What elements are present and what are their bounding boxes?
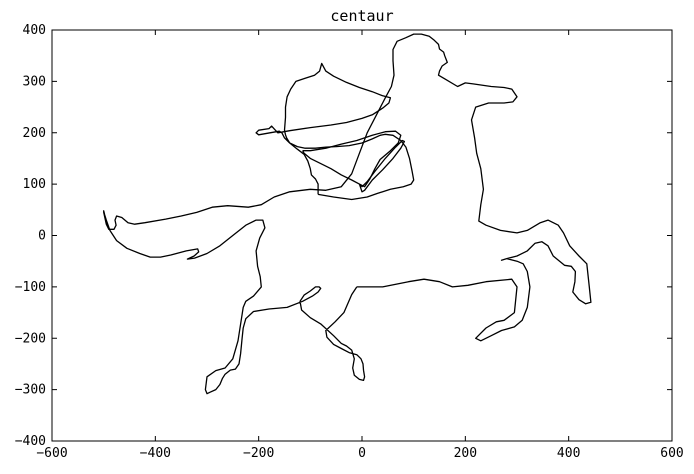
x-tick-label: 0 (358, 446, 366, 461)
outline-path-2 (255, 62, 415, 201)
x-tick-label: −400 (140, 446, 171, 461)
outline-path-3 (302, 130, 402, 188)
x-tick-label: 400 (557, 446, 580, 461)
chart-title: centaur (330, 7, 393, 25)
x-tick-label: 600 (660, 446, 683, 461)
y-axis: −400 −300 −200 −100 0 100 200 300 400 (15, 23, 672, 449)
x-tick-label: 200 (454, 446, 477, 461)
y-tick-label: −400 (15, 434, 46, 449)
y-tick-label: 200 (23, 126, 46, 141)
x-tick-label: −200 (243, 446, 274, 461)
y-tick-label: −200 (15, 331, 46, 346)
y-tick-label: 0 (38, 229, 46, 244)
y-tick-label: 100 (23, 177, 46, 192)
plot-lines (103, 33, 592, 395)
y-tick-label: 300 (23, 74, 46, 89)
y-tick-label: −300 (15, 383, 46, 398)
y-tick-label: −100 (15, 280, 46, 295)
plot-frame (51, 29, 673, 442)
outline-path-4 (358, 139, 406, 193)
x-axis: −600 −400 −200 0 200 400 600 (36, 30, 684, 461)
outline-path-1 (103, 33, 592, 395)
x-tick-label: −600 (36, 446, 67, 461)
y-tick-label: 400 (23, 23, 46, 38)
